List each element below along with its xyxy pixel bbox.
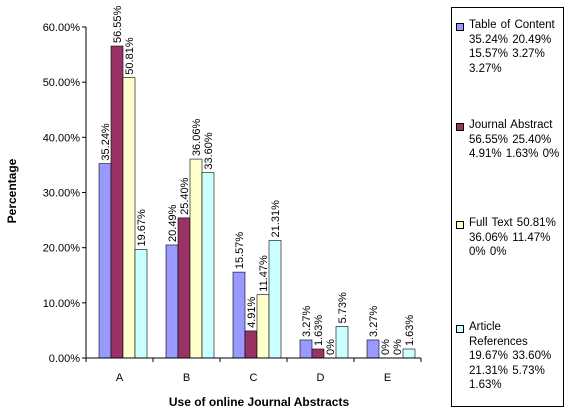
x-axis-title: Use of online Journal Abstracts xyxy=(169,395,350,409)
y-axis-title: Percentage xyxy=(5,158,19,223)
y-tick-label: 30.00% xyxy=(43,188,81,200)
y-tick-label: 10.00% xyxy=(43,298,81,310)
y-axis: 0.00% 10.00% 20.00% 30.00% 40.00% 50.00% 60.00… xyxy=(43,22,87,365)
bar xyxy=(299,339,313,359)
bar xyxy=(335,326,349,359)
data-label: 3.27% xyxy=(368,306,380,337)
x-tick-label: C xyxy=(250,372,258,384)
data-label: 0% xyxy=(325,339,337,355)
y-tick-label: 40.00% xyxy=(43,132,81,144)
data-label: 15.57% xyxy=(234,232,246,270)
data-label: 36.06% xyxy=(191,119,203,157)
data-label: 19.67% xyxy=(136,209,148,247)
bar xyxy=(98,163,112,359)
bar xyxy=(201,172,215,359)
data-label: 56.55% xyxy=(112,6,124,44)
bar xyxy=(311,348,325,359)
x-tick-label: A xyxy=(116,372,124,384)
bar xyxy=(244,330,258,359)
bar xyxy=(256,294,270,359)
data-label: 11.47% xyxy=(258,255,270,292)
bar xyxy=(134,249,148,359)
bar xyxy=(268,240,282,359)
legend-swatch xyxy=(456,123,464,131)
bars xyxy=(98,45,416,359)
bar xyxy=(177,217,191,359)
y-tick-label: 60.00% xyxy=(43,22,81,34)
y-tick-label: 20.00% xyxy=(43,243,81,255)
bar xyxy=(189,158,203,359)
data-label: 33.60% xyxy=(203,132,215,170)
bar xyxy=(232,271,246,359)
legend-swatch xyxy=(456,325,464,333)
data-label: 3.27% xyxy=(301,306,313,337)
legend-label: Table of Content 35.24% 20.49% 15.57% 3.… xyxy=(469,19,555,75)
legend-label: Journal Abstract 56.55% 25.40% 4.91% 1.6… xyxy=(469,119,560,160)
data-label: 20.49% xyxy=(167,204,179,242)
bar xyxy=(122,77,136,359)
legend: Table of Content 35.24% 20.49% 15.57% 3.… xyxy=(451,7,564,407)
legend-label: Article References 19.67% 33.60% 21.31% … xyxy=(469,321,552,391)
data-label: 5.73% xyxy=(337,292,349,323)
x-tick-label: B xyxy=(183,372,190,384)
y-tick-label: 0.00% xyxy=(49,353,80,365)
bar xyxy=(402,348,416,359)
y-tick-label: 50.00% xyxy=(43,77,81,89)
data-labels: 35.24% 56.55%50.81% 19.67% 20.49%25.40% 36.0… xyxy=(100,6,416,355)
data-label: 21.31% xyxy=(270,200,282,238)
data-label: 1.63% xyxy=(313,315,325,346)
data-label: 0% xyxy=(380,339,392,355)
legend-swatch xyxy=(456,221,464,229)
bar xyxy=(165,244,179,359)
x-tick-label: E xyxy=(384,372,391,384)
x-axis: A B C D E xyxy=(85,357,422,384)
legend-swatch xyxy=(456,23,464,31)
legend-label: Full Text 50.81% 36.06% 11.47% 0% 0% xyxy=(469,217,556,258)
data-label: 35.24% xyxy=(100,123,112,161)
data-label: 4.91% xyxy=(246,297,258,328)
x-tick-label: D xyxy=(317,372,325,384)
data-label: 50.81% xyxy=(124,37,136,75)
data-label: 0% xyxy=(392,339,404,355)
data-label: 25.40% xyxy=(179,177,191,215)
bar xyxy=(110,45,124,359)
bar xyxy=(366,339,380,359)
data-label: 1.63% xyxy=(404,315,416,346)
